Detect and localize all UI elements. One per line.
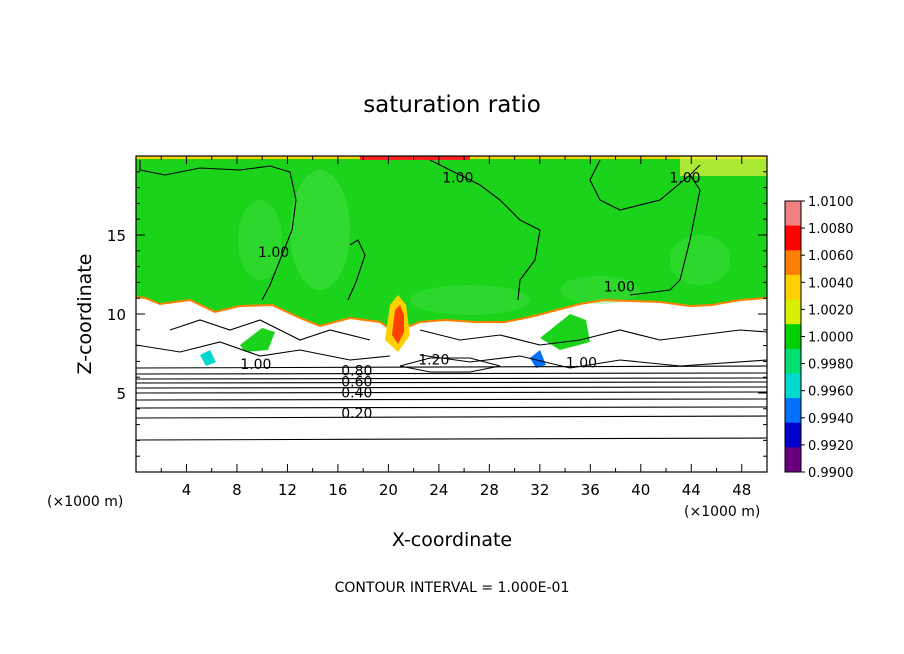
field-patch [410,285,530,315]
colorbar-label: 1.0020 [808,303,854,318]
x-tick-label: 36 [581,481,600,499]
y-tick-label: 15 [107,227,126,245]
x-tick-label: 16 [328,481,347,499]
colorbar-label: 0.9980 [808,358,854,373]
top-band-yellow [680,156,767,176]
contour-lines [136,159,767,441]
y-axis: 5 10 15 [107,171,767,457]
colorbar-swatch [785,422,801,448]
contour-label: 1.00 [566,356,597,372]
x-tick-label: 40 [631,481,650,499]
contour-label: 1.00 [604,280,635,296]
plot-area: 1.00 1.00 1.00 1.00 1.00 1.00 1.20 0.800.600.40… [136,156,767,472]
x-axis-label: X-coordinate [392,529,512,551]
x-tick-label: 12 [278,481,297,499]
colorbar: 1.0100 1.0080 1.0060 1.0040 1.0020 1.0000 0.99… [784,195,854,481]
contour-label: 1.00 [240,357,271,373]
blue-pocket [200,350,216,366]
colorbar-label: 1.0000 [808,331,854,346]
colorbar-swatch [785,274,801,301]
top-band-red [360,156,470,160]
colorbar-swatch [785,225,801,251]
contour-interval-note: CONTOUR INTERVAL = 1.000E-01 [335,580,570,596]
y-axis-label: Z-coordinate [74,254,96,375]
contour-label: 0.20 [341,406,372,422]
field-patch [290,170,350,290]
colorbar-swatch [785,348,801,374]
green-field [136,156,767,342]
colorbar-label: 1.0100 [808,195,854,210]
x-tick-label: 24 [429,481,448,499]
colorbar-swatch [785,398,801,424]
x-tick-label: 28 [480,481,499,499]
x-tick-label: 20 [379,481,398,499]
x-tick-label: 48 [732,481,751,499]
green-pocket [540,314,590,350]
colorbar-label: 1.0040 [808,276,854,291]
field-patch [560,276,640,304]
colorbar-swatch [785,447,801,473]
x-tick-label: 8 [232,481,242,499]
colorbar-label: 1.0080 [808,222,854,237]
contour-label: 0.60 [341,375,372,391]
contour-label: 1.20 [418,352,449,368]
x-unit-right: (×1000 m) [684,504,760,520]
colorbar-label: 0.9920 [808,439,854,454]
y-tick-label: 5 [116,385,126,403]
plume-red [392,305,404,344]
chart-title: saturation ratio [363,92,541,118]
x-axis: 4 8 12 16 20 24 28 32 36 40 44 48 [160,156,751,499]
field-patch [238,200,282,280]
colorbar-label: 1.0060 [808,249,854,264]
colorbar-swatch [785,201,801,227]
colorbar-swatch [785,373,801,399]
contour-label: 1.00 [669,171,700,187]
contour-label: 1.00 [258,245,289,261]
colorbar-swatch [785,250,801,276]
y-tick-label: 10 [107,306,126,324]
contour-label: 0.80 [341,363,372,379]
x-tick-label: 44 [682,481,701,499]
x-tick-label: 32 [530,481,549,499]
colorbar-label: 0.9940 [808,412,854,427]
x-tick-label: 4 [182,481,192,499]
contour-label: 0.40 [341,386,372,402]
colorbar-swatch [785,324,801,350]
cloud-edge [136,296,767,345]
x-unit-left: (×1000 m) [47,494,123,510]
field-patch [670,235,730,285]
green-pocket [240,328,275,352]
colorbar-label: 0.9900 [808,466,854,481]
colorbar-label: 0.9960 [808,385,854,400]
colorbar-swatch [785,299,801,325]
contour-labels: 1.00 1.00 1.00 1.00 1.00 1.00 1.20 0.800.600.40… [240,171,700,422]
contour-label: 1.00 [442,171,473,187]
blue-pocket [530,350,546,368]
